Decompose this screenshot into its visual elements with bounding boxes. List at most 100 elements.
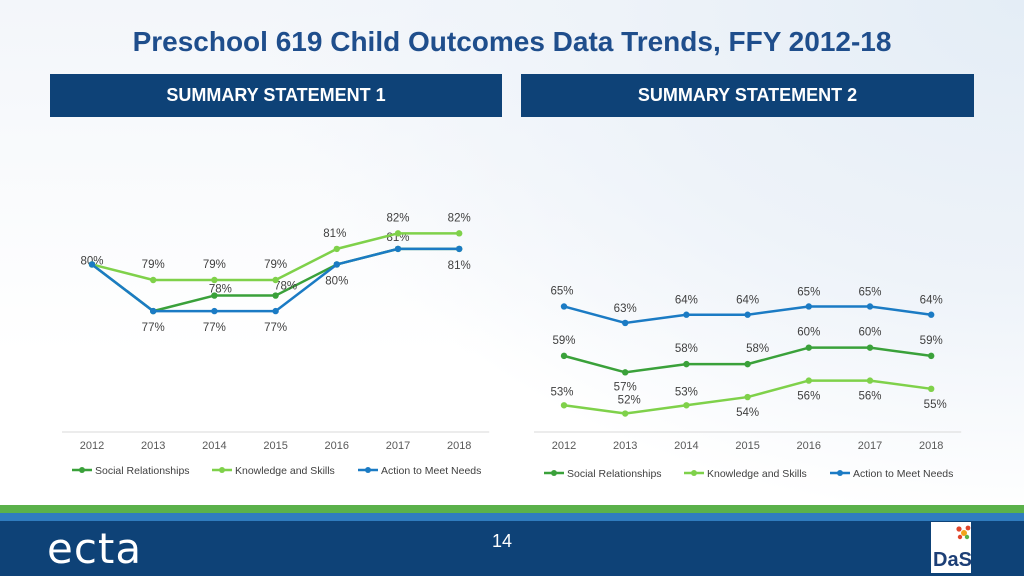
charts-canvas: 201220132014201520162017201880%78%78%80%… bbox=[62, 212, 962, 480]
chart-summary-statement-1: 201220132014201520162017201880%78%78%80%… bbox=[62, 212, 490, 477]
data-label-action: 65% bbox=[550, 285, 573, 297]
x-tick-label: 2013 bbox=[613, 440, 637, 452]
data-point-social bbox=[866, 344, 874, 351]
data-label-social: 58% bbox=[746, 343, 769, 355]
data-point-social bbox=[683, 360, 690, 368]
data-point-social bbox=[211, 292, 218, 299]
legend-label-action: Action to Meet Needs bbox=[853, 468, 953, 480]
data-label-action: 77% bbox=[203, 322, 226, 334]
data-label-knowledge: 55% bbox=[924, 399, 947, 411]
legend-marker-knowledge bbox=[219, 467, 225, 473]
legend-label-knowledge: Knowledge and Skills bbox=[235, 465, 335, 477]
chart-summary-statement-2: 2012 2013 2014 2015 2016 2017 2018 59% 57% 58% 58%… bbox=[534, 285, 962, 480]
data-label-knowledge: 56% bbox=[797, 391, 820, 403]
x-tick-label: 2014 bbox=[202, 440, 226, 452]
x-tick-label: 2016 bbox=[797, 440, 821, 452]
x-tick-label: 2015 bbox=[263, 440, 287, 452]
data-label-knowledge: 56% bbox=[858, 391, 881, 403]
x-tick-label: 2016 bbox=[325, 440, 349, 452]
data-label-knowledge: 82% bbox=[386, 212, 409, 224]
data-point-social bbox=[928, 352, 935, 360]
data-point-knowledge bbox=[272, 276, 279, 284]
data-label-knowledge: 81% bbox=[323, 228, 346, 240]
data-label-knowledge: 54% bbox=[736, 407, 759, 419]
legend-marker-social bbox=[79, 467, 85, 473]
data-point-action bbox=[333, 261, 340, 268]
data-label-knowledge: 79% bbox=[142, 259, 165, 271]
page-title: Preschool 619 Child Outcomes Data Trends… bbox=[132, 26, 892, 57]
data-point-knowledge bbox=[683, 402, 690, 409]
data-label-action: 63% bbox=[614, 303, 637, 315]
legend-label-social: Social Relationships bbox=[567, 468, 662, 480]
data-label-social: 78% bbox=[209, 284, 232, 296]
data-point-social bbox=[744, 360, 751, 368]
data-label-action: 65% bbox=[797, 286, 820, 298]
data-point-knowledge bbox=[211, 276, 218, 284]
data-point-action bbox=[928, 311, 935, 318]
data-label-action: 64% bbox=[920, 295, 943, 307]
data-point-action bbox=[272, 307, 279, 315]
data-point-social bbox=[805, 344, 812, 351]
x-tick-label: 2014 bbox=[674, 440, 698, 452]
data-point-knowledge bbox=[805, 377, 812, 384]
legend-label-social: Social Relationships bbox=[95, 465, 190, 477]
data-label-knowledge: 53% bbox=[550, 386, 573, 398]
data-label-social: 80% bbox=[325, 275, 348, 287]
data-label-social: 59% bbox=[920, 335, 943, 347]
x-tick-label: 2018 bbox=[447, 440, 471, 452]
data-label-social: 59% bbox=[552, 335, 575, 347]
data-label-action: 65% bbox=[858, 286, 881, 298]
legend-marker-knowledge bbox=[691, 470, 697, 476]
data-point-action bbox=[744, 311, 751, 318]
data-point-action bbox=[805, 303, 812, 310]
legend-label-knowledge: Knowledge and Skills bbox=[707, 468, 807, 480]
x-tick-label: 2012 bbox=[80, 440, 104, 452]
dasy-flower-icon bbox=[956, 525, 971, 540]
data-label-action: 64% bbox=[675, 295, 698, 307]
summary-statement-2-header: SUMMARY STATEMENT 2 bbox=[521, 74, 974, 117]
data-point-action bbox=[456, 245, 463, 253]
legend-marker-action bbox=[365, 467, 371, 473]
data-label-knowledge: 82% bbox=[448, 212, 471, 224]
page-number: 14 bbox=[491, 531, 513, 551]
data-point-action bbox=[88, 261, 96, 268]
footer-stripe-blue bbox=[0, 513, 1024, 521]
data-label-social: 81% bbox=[448, 260, 471, 272]
data-label-action: 64% bbox=[736, 295, 759, 307]
data-label-knowledge: 53% bbox=[675, 386, 698, 398]
data-point-action bbox=[683, 311, 690, 318]
x-tick-label: 2012 bbox=[552, 440, 576, 452]
data-point-action bbox=[394, 245, 402, 253]
legend-label-action: Action to Meet Needs bbox=[381, 465, 481, 477]
data-label-social: 60% bbox=[797, 327, 820, 339]
x-tick-label: 2015 bbox=[735, 440, 759, 452]
data-point-knowledge bbox=[622, 410, 629, 417]
data-point-knowledge bbox=[866, 377, 874, 384]
data-point-action bbox=[866, 303, 874, 310]
x-tick-label: 2017 bbox=[858, 440, 882, 452]
data-point-social bbox=[272, 292, 279, 299]
data-label-knowledge: 52% bbox=[618, 395, 641, 407]
data-label-social: 57% bbox=[614, 381, 637, 393]
data-point-action bbox=[560, 303, 568, 310]
legend-marker-social bbox=[551, 470, 557, 476]
data-label-action: 77% bbox=[264, 322, 287, 334]
dasy-logo-text: DaSy bbox=[933, 549, 971, 571]
data-point-social bbox=[622, 369, 629, 376]
data-point-knowledge bbox=[394, 230, 402, 237]
data-label-action: 77% bbox=[142, 322, 165, 334]
dasy-logo: DaSy bbox=[931, 522, 971, 573]
legend-marker-action bbox=[837, 470, 843, 476]
x-tick-label: 2018 bbox=[919, 440, 943, 452]
ecta-logo: ecta bbox=[47, 524, 143, 573]
data-point-knowledge bbox=[333, 245, 340, 253]
data-point-action bbox=[211, 307, 218, 315]
data-point-knowledge bbox=[150, 276, 157, 284]
footer-bar bbox=[0, 521, 1024, 576]
data-point-social bbox=[560, 352, 568, 360]
data-point-action bbox=[622, 319, 629, 327]
data-label-knowledge: 79% bbox=[264, 259, 287, 271]
x-tick-label: 2013 bbox=[141, 440, 165, 452]
data-label-social: 60% bbox=[858, 327, 881, 339]
summary-statement-1-header: SUMMARY STATEMENT 1 bbox=[50, 74, 502, 117]
